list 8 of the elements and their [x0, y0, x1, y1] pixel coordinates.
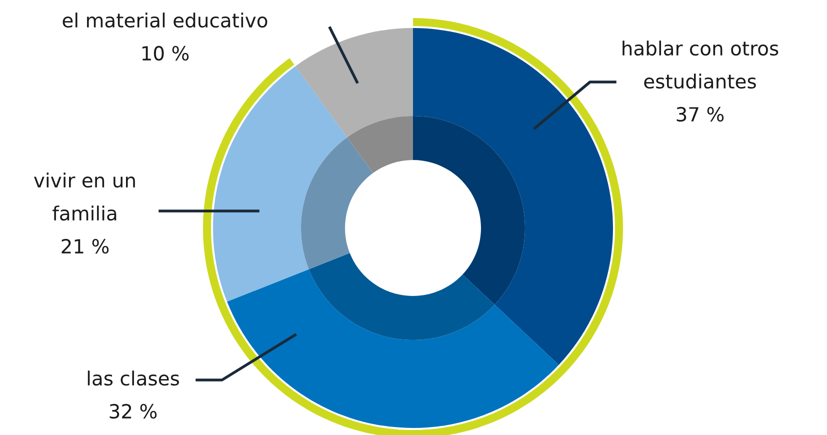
slice-label: el material educativo — [62, 12, 268, 28]
slice-label: las clases — [88, 370, 179, 386]
text: 21 % — [62, 238, 109, 254]
slice-label: vivir en un familia — [34, 172, 135, 221]
text: 37 % — [676, 106, 724, 122]
text: 32 % — [110, 404, 157, 419]
text: 10 % — [142, 46, 189, 61]
slice-label: hablar con otros estudiantes — [622, 40, 778, 89]
